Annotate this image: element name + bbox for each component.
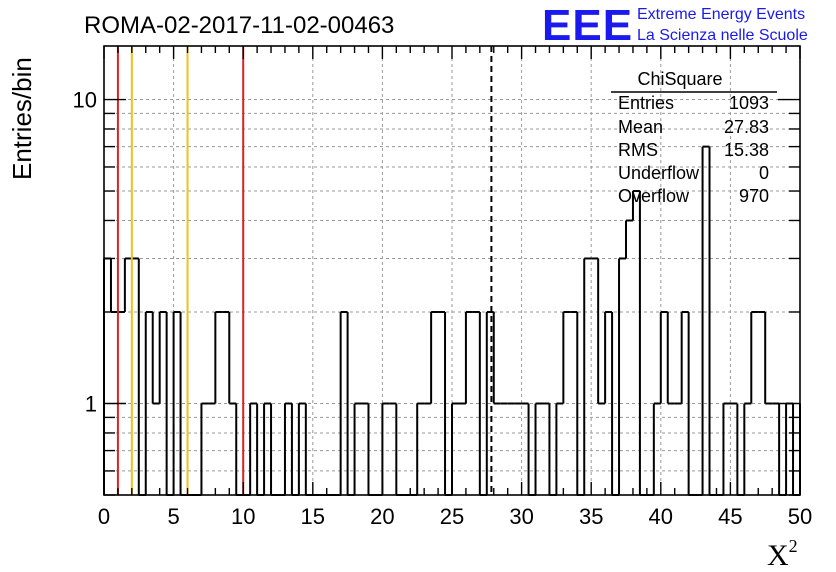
x-tick-label: 35 [579,504,603,529]
project-name: Extreme Energy Events [637,6,805,23]
stats-label-overflow: Overflow [618,186,690,206]
x-tick-label: 15 [301,504,325,529]
x-tick-label: 30 [509,504,533,529]
x-axis-label-base: X [767,539,789,572]
stats-value-overflow: 970 [739,186,769,206]
x-tick-label: 50 [788,504,812,529]
stats-label-entries: Entries [618,93,674,113]
x-tick-label: 5 [167,504,179,529]
stats-label-underflow: Underflow [618,163,700,183]
stats-value-mean: 27.83 [724,117,769,137]
ticks-layer: 0 5 10 15 20 25 30 35 40 45 50 1 10 [73,46,812,529]
stats-label-rms: RMS [618,140,658,160]
x-tick-label: 40 [649,504,673,529]
stats-value-rms: 15.38 [724,140,769,160]
x-axis-label-superscript: 2 [789,536,798,556]
eee-logo: EEE Extreme Energy Events La Scienza nel… [542,1,808,50]
y-axis-label: Entries/bin [7,57,37,180]
x-tick-label: 20 [370,504,394,529]
x-axis-label: X2 [767,536,798,572]
stats-value-entries: 1093 [729,93,769,113]
y-tick-label: 10 [73,88,97,113]
x-tick-label: 0 [98,504,110,529]
marker-lines-layer [116,46,493,495]
run-title: ROMA-02-2017-11-02-00463 [84,12,394,39]
y-tick-label: 1 [85,391,97,416]
x-tick-label: 45 [718,504,742,529]
eee-logo-text: EEE [542,1,633,50]
stats-box: ChiSquare Entries 1093 Mean 27.83 RMS 15… [611,69,777,206]
x-tick-label: 10 [231,504,255,529]
x-tick-label: 25 [440,504,464,529]
stats-value-underflow: 0 [759,163,769,183]
project-subtitle: La Scienza nelle Scuole [637,27,808,44]
stats-label-mean: Mean [618,117,663,137]
stats-title: ChiSquare [637,69,722,89]
